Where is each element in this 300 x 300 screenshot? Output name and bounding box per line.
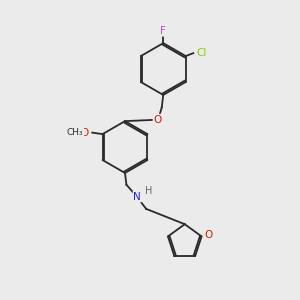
Text: O: O [80, 128, 89, 138]
Text: Cl: Cl [196, 47, 207, 58]
Text: O: O [154, 115, 162, 125]
Text: O: O [204, 230, 212, 240]
Text: N: N [134, 191, 141, 202]
Text: F: F [160, 26, 166, 36]
Text: CH₃: CH₃ [67, 128, 83, 137]
Text: H: H [146, 186, 153, 196]
